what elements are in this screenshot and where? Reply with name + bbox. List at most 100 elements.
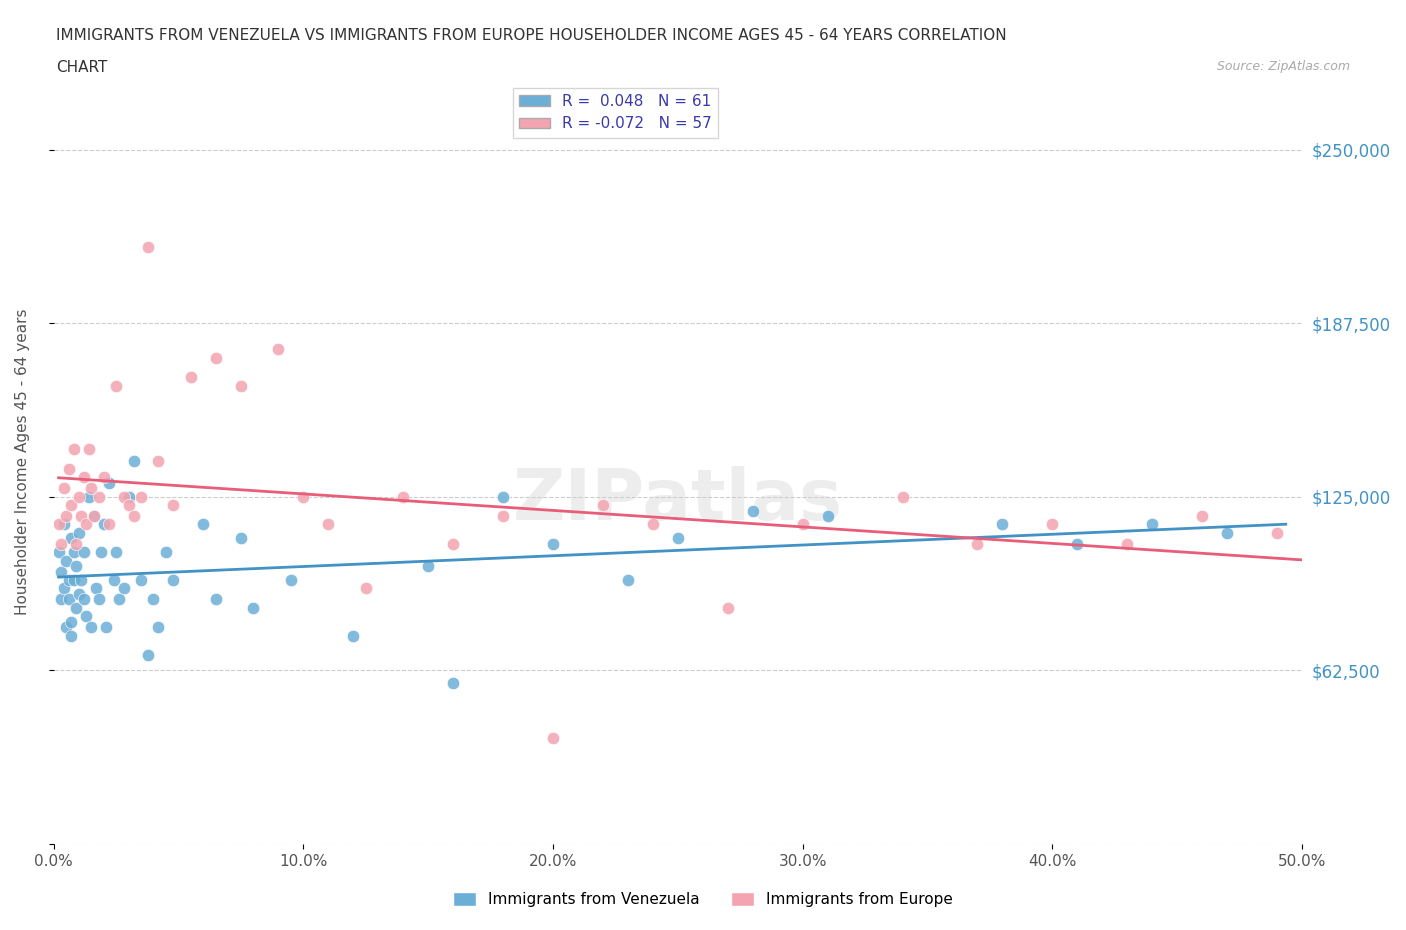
Point	[991, 517, 1014, 532]
Point	[541, 731, 564, 746]
Point	[792, 517, 814, 532]
Point	[122, 453, 145, 468]
Point	[741, 503, 763, 518]
Point	[72, 592, 94, 607]
Point	[180, 370, 202, 385]
Point	[60, 498, 83, 512]
Point	[148, 453, 170, 468]
Point	[48, 517, 70, 532]
Point	[666, 531, 689, 546]
Point	[267, 342, 290, 357]
Point	[292, 489, 315, 504]
Point	[55, 619, 77, 634]
Point	[70, 573, 93, 588]
Point	[891, 489, 914, 504]
Point	[122, 509, 145, 524]
Point	[117, 489, 139, 504]
Point	[80, 619, 103, 634]
Point	[48, 545, 70, 560]
Point	[97, 517, 120, 532]
Point	[55, 553, 77, 568]
Point	[817, 509, 839, 524]
Point	[72, 545, 94, 560]
Point	[162, 573, 184, 588]
Point	[60, 531, 83, 546]
Point	[717, 600, 740, 615]
Point	[229, 379, 252, 393]
Point	[112, 489, 135, 504]
Point	[49, 537, 72, 551]
Point	[1216, 525, 1239, 540]
Point	[65, 559, 87, 574]
Point	[52, 517, 75, 532]
Point	[60, 614, 83, 629]
Text: CHART: CHART	[56, 60, 108, 75]
Point	[105, 545, 128, 560]
Point	[1191, 509, 1213, 524]
Point	[1040, 517, 1063, 532]
Point	[193, 517, 215, 532]
Point	[94, 619, 117, 634]
Point	[205, 351, 228, 365]
Point	[67, 587, 90, 602]
Point	[80, 481, 103, 496]
Point	[392, 489, 415, 504]
Point	[72, 470, 94, 485]
Legend: R =  0.048   N = 61, R = -0.072   N = 57: R = 0.048 N = 61, R = -0.072 N = 57	[513, 87, 718, 138]
Point	[541, 537, 564, 551]
Point	[1142, 517, 1164, 532]
Point	[77, 442, 100, 457]
Text: Source: ZipAtlas.com: Source: ZipAtlas.com	[1216, 60, 1350, 73]
Point	[966, 537, 988, 551]
Point	[280, 573, 302, 588]
Point	[1066, 537, 1088, 551]
Point	[83, 509, 105, 524]
Point	[142, 592, 165, 607]
Point	[75, 608, 97, 623]
Legend: Immigrants from Venezuela, Immigrants from Europe: Immigrants from Venezuela, Immigrants fr…	[447, 885, 959, 913]
Point	[129, 573, 152, 588]
Point	[129, 489, 152, 504]
Point	[1116, 537, 1139, 551]
Point	[49, 592, 72, 607]
Point	[67, 525, 90, 540]
Point	[70, 509, 93, 524]
Point	[84, 581, 107, 596]
Point	[342, 628, 364, 643]
Text: IMMIGRANTS FROM VENEZUELA VS IMMIGRANTS FROM EUROPE HOUSEHOLDER INCOME AGES 45 -: IMMIGRANTS FROM VENEZUELA VS IMMIGRANTS …	[56, 28, 1007, 43]
Point	[229, 531, 252, 546]
Point	[418, 559, 440, 574]
Point	[58, 573, 80, 588]
Point	[162, 498, 184, 512]
Point	[65, 537, 87, 551]
Point	[112, 581, 135, 596]
Point	[93, 517, 115, 532]
Point	[62, 545, 84, 560]
Point	[1265, 525, 1288, 540]
Point	[492, 489, 515, 504]
Point	[105, 379, 128, 393]
Point	[65, 600, 87, 615]
Point	[117, 498, 139, 512]
Point	[138, 647, 160, 662]
Point	[67, 489, 90, 504]
Point	[205, 592, 228, 607]
Point	[103, 573, 125, 588]
Point	[97, 475, 120, 490]
Point	[592, 498, 614, 512]
Point	[441, 537, 464, 551]
Point	[75, 517, 97, 532]
Y-axis label: Householder Income Ages 45 - 64 years: Householder Income Ages 45 - 64 years	[15, 309, 30, 615]
Point	[87, 592, 110, 607]
Point	[155, 545, 177, 560]
Point	[93, 470, 115, 485]
Point	[242, 600, 264, 615]
Point	[52, 481, 75, 496]
Point	[138, 239, 160, 254]
Point	[83, 509, 105, 524]
Point	[641, 517, 664, 532]
Point	[60, 628, 83, 643]
Point	[58, 461, 80, 476]
Point	[441, 675, 464, 690]
Point	[354, 581, 377, 596]
